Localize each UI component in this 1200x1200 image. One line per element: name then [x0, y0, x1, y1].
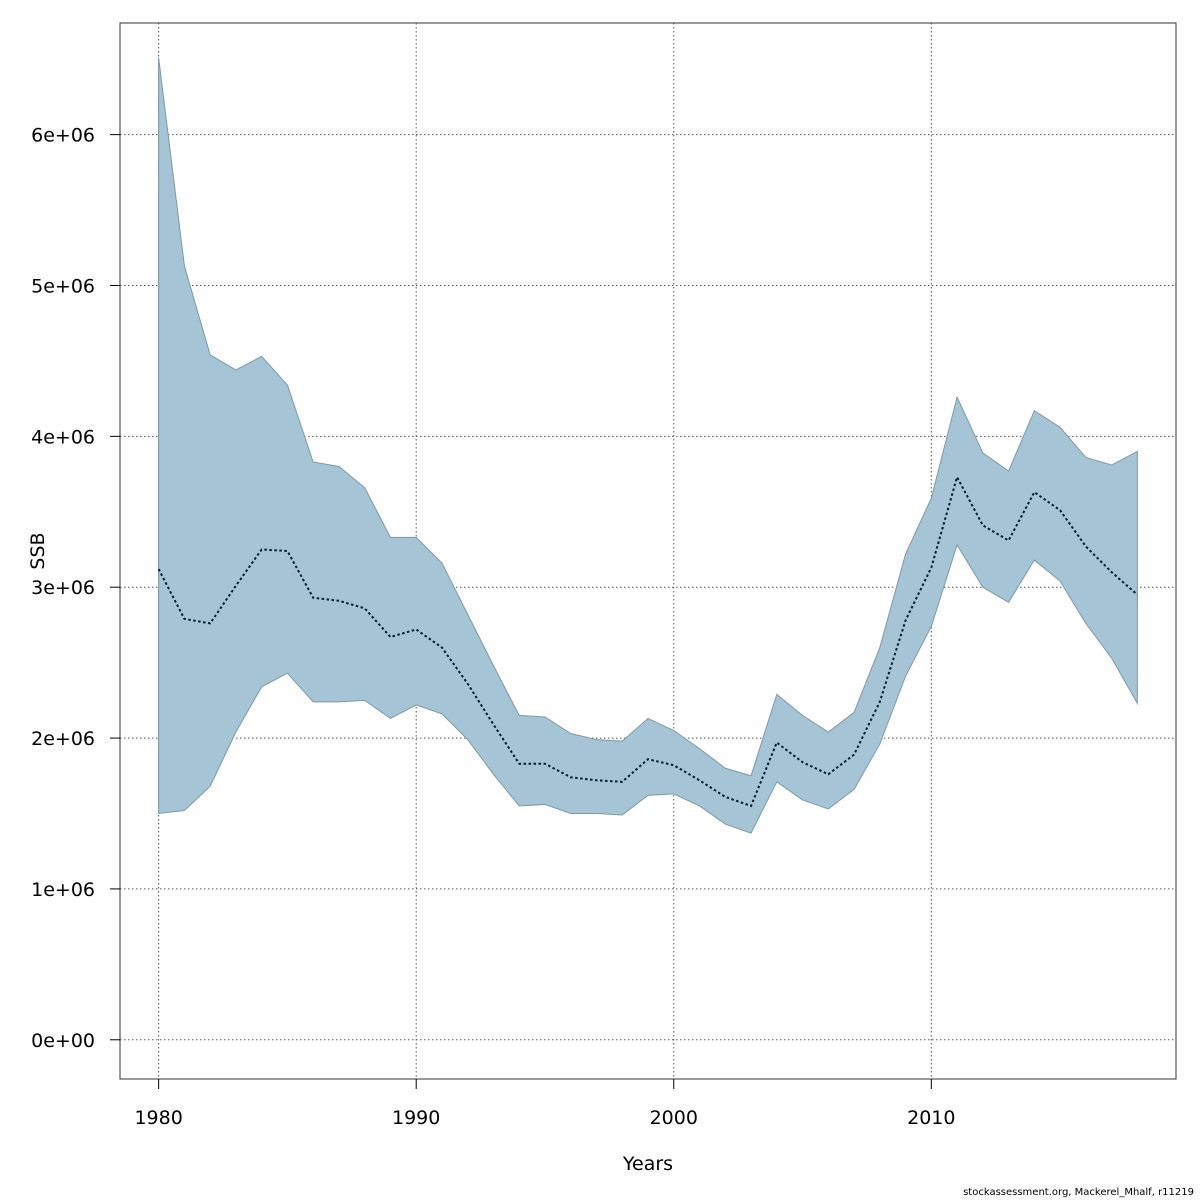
x-tick-label: 2000: [650, 1107, 698, 1129]
x-axis-title: Years: [622, 1153, 673, 1175]
y-tick-label: 3e+06: [31, 577, 95, 599]
confidence-band: [158, 57, 1138, 834]
y-tick-label: 4e+06: [31, 426, 95, 448]
y-tick-label: 1e+06: [31, 879, 95, 901]
confidence-band-layer: [158, 57, 1138, 834]
x-tick-label: 1980: [134, 1107, 182, 1129]
ssb-estimate-line: [157, 474, 1139, 808]
footer-credit: stockassessment.org, Mackerel_Mhalf, r11…: [963, 1187, 1194, 1198]
y-tick-label: 6e+06: [31, 125, 95, 147]
y-tick-label: 5e+06: [31, 275, 95, 297]
estimate-line-layer: [157, 474, 1139, 808]
x-axis: 1980 1990 2000 2010: [134, 1079, 955, 1129]
y-axis-title: SSB: [27, 532, 49, 569]
y-tick-label: 0e+00: [31, 1030, 95, 1052]
y-axis: 0e+00 1e+06 2e+06 3e+06 4e+06 5e+06 6e+06: [31, 125, 120, 1052]
y-tick-label: 2e+06: [31, 728, 95, 750]
grid-lines: [120, 23, 1176, 1079]
x-tick-label: 2010: [907, 1107, 955, 1129]
x-tick-label: 1990: [392, 1107, 440, 1129]
plot-frame: [119, 22, 1177, 1080]
